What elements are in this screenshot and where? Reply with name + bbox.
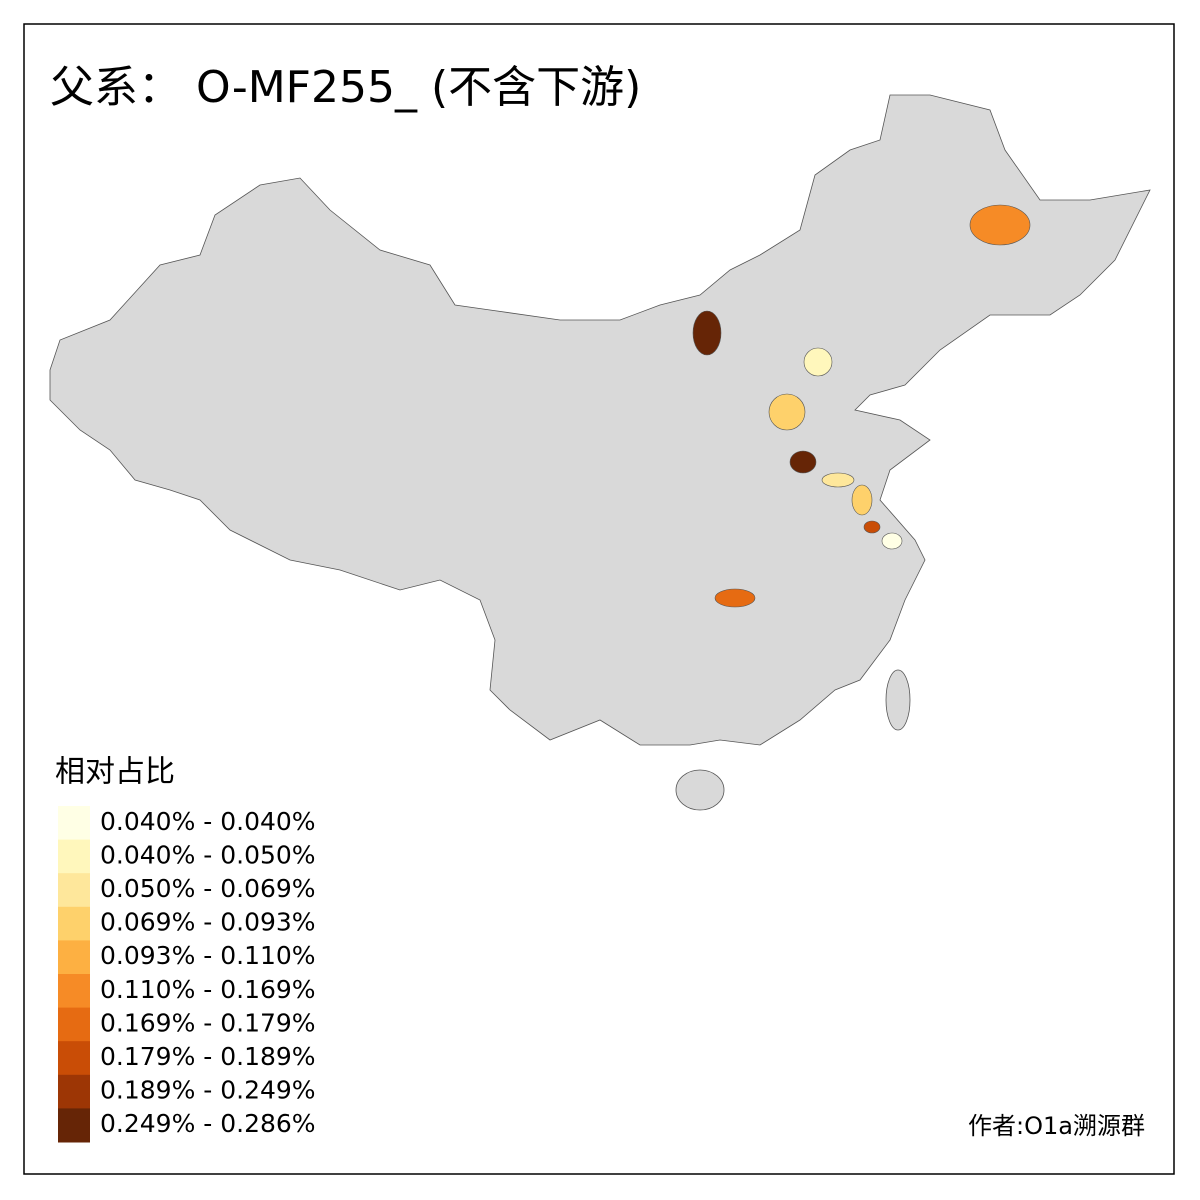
region	[789, 450, 817, 474]
legend-swatch	[58, 1074, 90, 1109]
legend-label: 0.040% - 0.050%	[100, 840, 316, 869]
legend-label: 0.069% - 0.093%	[100, 908, 316, 937]
region	[692, 310, 722, 356]
credit: 作者:O1a溯源群	[968, 1112, 1145, 1140]
region	[714, 588, 756, 608]
legend-swatch	[58, 1108, 90, 1143]
legend-label: 0.093% - 0.110%	[100, 941, 316, 970]
region	[768, 393, 806, 431]
region	[881, 532, 903, 550]
legend-swatch	[58, 940, 90, 975]
legend-label: 0.040% - 0.040%	[100, 807, 316, 836]
legend-label: 0.189% - 0.249%	[100, 1076, 316, 1105]
legend-swatch	[58, 1041, 90, 1076]
legend-title: 相对占比	[55, 755, 175, 790]
legend-label: 0.169% - 0.179%	[100, 1008, 316, 1037]
legend-swatch	[58, 906, 90, 941]
legend-label: 0.110% - 0.169%	[100, 975, 316, 1004]
mainland	[49, 94, 1151, 746]
legend-label: 0.179% - 0.189%	[100, 1042, 316, 1071]
legend: 0.040% - 0.040% 0.040% - 0.050% 0.050% - 0…	[58, 806, 316, 1143]
region	[863, 520, 881, 534]
legend-swatch	[58, 974, 90, 1009]
region	[803, 347, 833, 377]
legend-swatch	[58, 839, 90, 874]
map-title: 父系： O-MF255_ (不含下游)	[50, 62, 641, 113]
legend-swatch	[58, 873, 90, 908]
legend-label: 0.249% - 0.286%	[100, 1109, 316, 1138]
legend-swatch	[58, 1007, 90, 1042]
hainan	[675, 769, 725, 811]
region	[851, 484, 873, 516]
legend-label: 0.050% - 0.069%	[100, 874, 316, 903]
region	[969, 204, 1031, 246]
taiwan	[885, 669, 911, 731]
region	[821, 472, 855, 488]
china-map	[49, 94, 1151, 811]
highlighted-regions	[692, 204, 1031, 608]
legend-swatch	[58, 806, 90, 841]
